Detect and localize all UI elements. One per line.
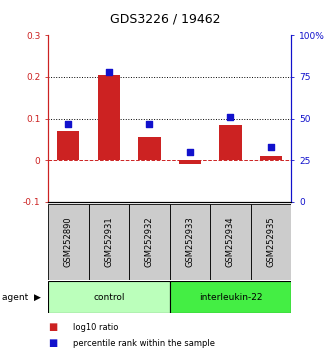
Bar bbox=[129, 204, 169, 280]
Bar bbox=[260, 156, 282, 160]
Bar bbox=[98, 75, 120, 160]
Bar bbox=[57, 131, 79, 160]
Text: interleukin-22: interleukin-22 bbox=[199, 293, 262, 302]
Bar bbox=[48, 281, 169, 313]
Text: percentile rank within the sample: percentile rank within the sample bbox=[73, 339, 215, 348]
Text: GSM252934: GSM252934 bbox=[226, 216, 235, 267]
Bar bbox=[169, 281, 291, 313]
Text: GSM252933: GSM252933 bbox=[185, 216, 194, 267]
Text: GSM252931: GSM252931 bbox=[104, 216, 113, 267]
Text: control: control bbox=[93, 293, 124, 302]
Text: log10 ratio: log10 ratio bbox=[73, 323, 118, 332]
Bar bbox=[48, 204, 88, 280]
Point bbox=[228, 114, 233, 120]
Text: agent  ▶: agent ▶ bbox=[2, 293, 40, 302]
Bar bbox=[169, 204, 210, 280]
Bar bbox=[138, 137, 161, 160]
Bar bbox=[88, 204, 129, 280]
Text: GDS3226 / 19462: GDS3226 / 19462 bbox=[110, 12, 221, 25]
Bar bbox=[219, 125, 242, 160]
Point bbox=[187, 149, 193, 155]
Point bbox=[106, 69, 112, 75]
Bar bbox=[179, 160, 201, 164]
Text: GSM252932: GSM252932 bbox=[145, 216, 154, 267]
Point bbox=[66, 121, 71, 126]
Text: GSM252890: GSM252890 bbox=[64, 216, 73, 267]
Text: GSM252935: GSM252935 bbox=[266, 216, 275, 267]
Point bbox=[268, 144, 274, 150]
Text: ■: ■ bbox=[48, 322, 57, 332]
Text: ■: ■ bbox=[48, 338, 57, 348]
Point bbox=[147, 121, 152, 126]
Bar bbox=[251, 204, 291, 280]
Bar bbox=[210, 204, 251, 280]
